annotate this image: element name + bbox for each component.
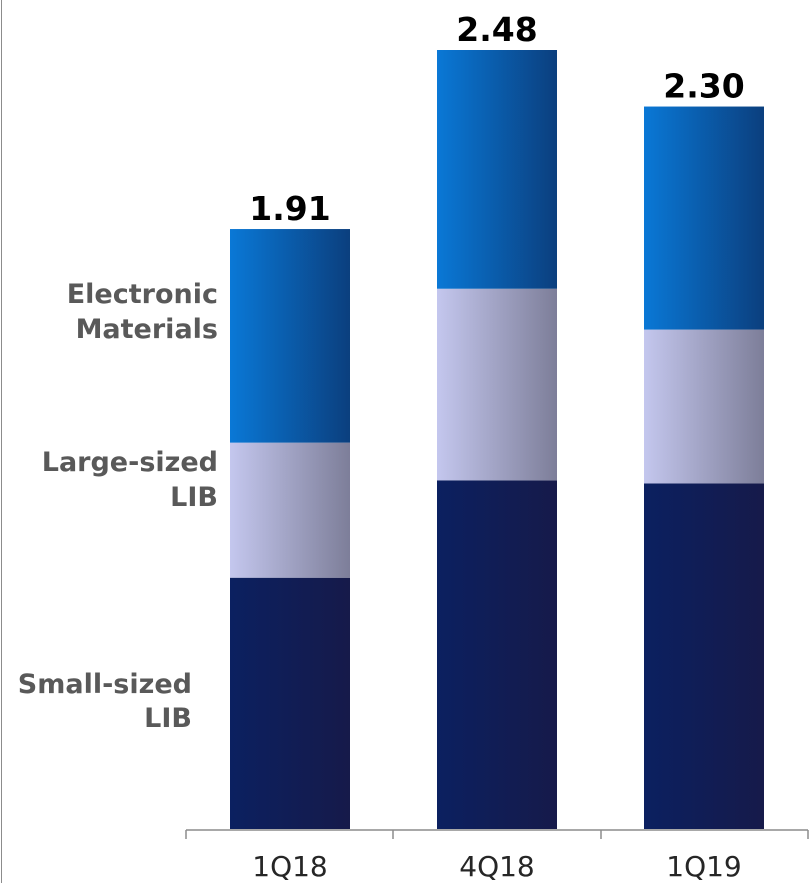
total-label-1q18: 1.91 [249,189,330,228]
bar-segment-small-sized-lib-1q19 [644,483,764,829]
series-label-small-sized-lib: Small-sized LIB [18,669,192,734]
bar-segment-large-sized-lib-1q19 [644,329,764,484]
bar-segment-electronic-materials-1q18 [230,229,350,443]
bar-segment-large-sized-lib-4q18 [437,288,557,481]
series-label-electronic-materials: Electronic Materials [67,279,218,345]
total-label-4q18: 2.48 [456,10,537,49]
x-axis: 1Q18 4Q18 1Q19 [185,829,809,883]
bar-segment-electronic-materials-1q19 [644,106,764,330]
frame-border [1,0,2,883]
bar-segment-electronic-materials-4q18 [437,50,557,289]
series-label-large-sized-lib: Large-sized LIB [42,447,218,513]
total-label-1q19: 2.30 [663,67,744,106]
x-tick-label-1q18: 1Q18 [252,850,327,883]
bars-group [230,50,764,829]
bar-segment-large-sized-lib-1q18 [230,442,350,578]
x-tick-label-4q18: 4Q18 [459,850,534,883]
bar-segment-small-sized-lib-4q18 [437,480,557,829]
x-tick-label-1q19: 1Q19 [666,850,741,883]
labels-group: 1.91 2.48 2.30 Small-sized LIB Large-sized LIB… [18,10,745,734]
bar-segment-small-sized-lib-1q18 [230,577,350,829]
